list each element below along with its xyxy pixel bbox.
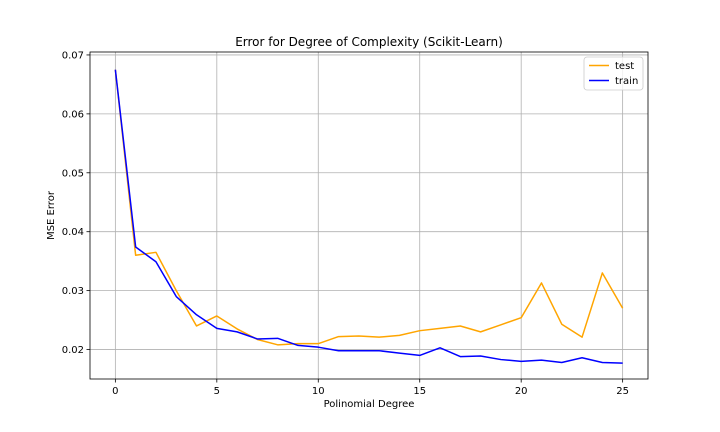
x-tick-label: 25 xyxy=(616,386,629,397)
x-axis-label: Polinomial Degree xyxy=(324,399,415,410)
y-tick-label: 0.02 xyxy=(62,345,84,356)
plot-area-frame xyxy=(89,51,649,380)
x-tick-label: 0 xyxy=(112,386,118,397)
legend: test train xyxy=(583,56,644,91)
y-tick-label: 0.03 xyxy=(62,286,84,297)
y-tick-label: 0.07 xyxy=(62,50,84,61)
y-axis-ticks: 0.02 0.03 0.04 0.05 0.06 0.07 xyxy=(62,50,90,356)
y-tick-label: 0.05 xyxy=(62,168,84,179)
series-line-test xyxy=(114,69,624,346)
x-tick-label: 15 xyxy=(413,386,426,397)
y-axis-label: MSE Error xyxy=(46,190,57,240)
legend-label-train: train xyxy=(615,76,638,87)
series-lines xyxy=(114,69,624,364)
grid-lines xyxy=(90,52,648,379)
x-tick-label: 10 xyxy=(312,386,325,397)
legend-label-test: test xyxy=(615,61,634,72)
x-tick-label: 5 xyxy=(214,386,220,397)
x-tick-label: 20 xyxy=(515,386,528,397)
chart-title: Error for Degree of Complexity (Scikit-L… xyxy=(235,35,503,49)
series-line-train xyxy=(114,69,623,364)
y-tick-label: 0.04 xyxy=(62,227,84,238)
x-axis-ticks: 0 5 10 15 20 25 xyxy=(112,379,629,397)
y-tick-label: 0.06 xyxy=(62,109,84,120)
